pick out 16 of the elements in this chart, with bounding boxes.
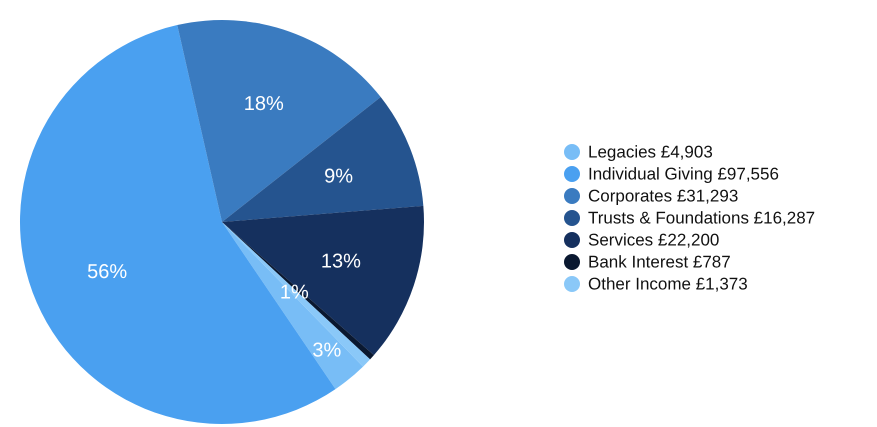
data-label: 3% bbox=[312, 339, 342, 362]
pie-slice bbox=[222, 222, 364, 390]
legend-label: Corporates £31,293 bbox=[588, 186, 738, 206]
legend-label: Services £22,200 bbox=[588, 230, 720, 250]
pie-slice bbox=[177, 20, 381, 222]
data-label: 18% bbox=[244, 92, 284, 115]
legend-label: Individual Giving £97,556 bbox=[588, 164, 779, 184]
data-label: 13% bbox=[320, 250, 362, 272]
data-label: 56% bbox=[87, 260, 128, 283]
pie-slice bbox=[222, 97, 424, 222]
pie-slice bbox=[222, 206, 424, 356]
data-label: 9% bbox=[324, 165, 354, 188]
legend-label: Legacies £4,903 bbox=[588, 142, 713, 162]
legend-label: Trusts & Foundations £16,287 bbox=[588, 208, 816, 228]
legend-label: Bank Interest £787 bbox=[588, 252, 731, 272]
legend-label: Other Income £1,373 bbox=[588, 274, 748, 294]
